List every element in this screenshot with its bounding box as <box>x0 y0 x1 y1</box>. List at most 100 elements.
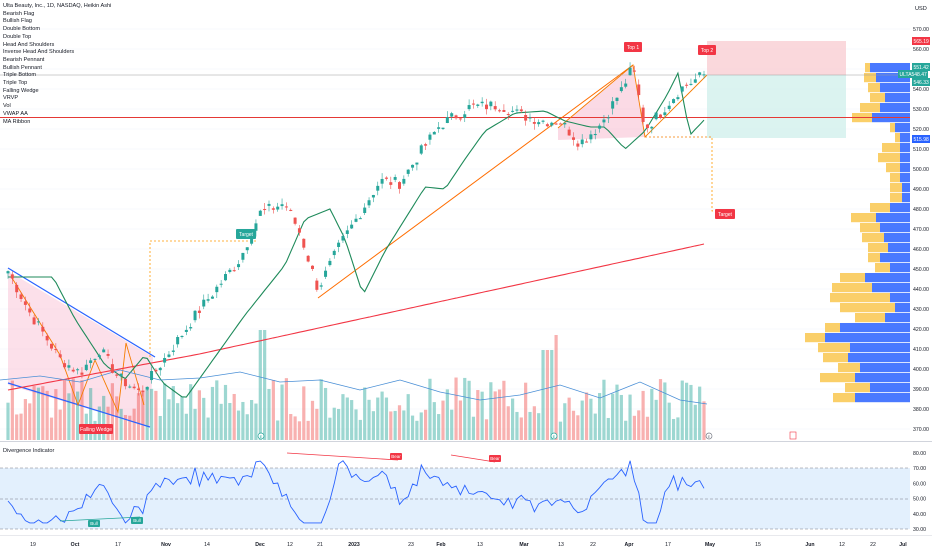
candle <box>650 126 654 129</box>
candle <box>41 326 45 332</box>
symbol-title[interactable]: Ulta Beauty, Inc., 1D, NASDAQ, Heikin As… <box>3 3 112 9</box>
pattern-label: Top 1 <box>627 45 639 51</box>
volume-bar <box>663 382 667 440</box>
candle <box>232 270 236 272</box>
candle <box>132 386 136 389</box>
double-top-zigzag <box>557 64 708 138</box>
volume-bar <box>76 391 80 440</box>
time-tick: 17 <box>115 542 121 548</box>
volume-bar <box>206 417 210 440</box>
candle <box>6 271 10 274</box>
indicator-label[interactable]: Triple Bottom <box>3 72 37 79</box>
candle <box>498 110 502 112</box>
candle <box>84 364 88 371</box>
vp-down-bar <box>890 183 902 193</box>
vp-up-bar <box>855 373 910 383</box>
volume-bar <box>180 396 184 440</box>
volume-bar <box>476 390 480 440</box>
indicator-label[interactable]: VWAP AA <box>3 110 28 117</box>
volume-bar <box>236 410 241 440</box>
indicator-label[interactable]: Bearish Pennant <box>3 56 45 63</box>
volume-bar <box>532 406 536 440</box>
indicator-label[interactable]: Triple Top <box>3 80 28 87</box>
ma-blue-line <box>0 369 708 405</box>
volume-bar <box>515 411 519 440</box>
double-top-fill <box>558 65 645 140</box>
candle <box>398 182 401 189</box>
candle <box>210 296 214 299</box>
volume-bar <box>123 414 128 440</box>
target-projection <box>149 240 258 357</box>
candle <box>676 97 680 100</box>
indicator-label[interactable]: Double Bottom <box>3 26 41 33</box>
price-tick: 470.00 <box>913 227 929 233</box>
vp-down-bar <box>875 263 890 273</box>
volume-bar <box>676 417 680 440</box>
candle <box>284 206 288 208</box>
volume-bar <box>463 377 467 440</box>
candle <box>80 372 84 375</box>
time-tick: 17 <box>665 542 671 548</box>
candle <box>328 260 332 266</box>
price-label: 515.98 <box>914 137 930 143</box>
vp-up-bar <box>876 73 910 83</box>
volume-bar <box>141 390 145 440</box>
vp-down-bar <box>830 293 890 303</box>
price-tick: 520.00 <box>913 127 929 133</box>
indicator-label[interactable]: Double Top <box>3 33 32 40</box>
candle <box>319 285 323 287</box>
vp-down-bar <box>838 363 860 373</box>
indicator-label[interactable]: Inverse Head And Shoulders <box>3 49 75 56</box>
volume-bar <box>10 380 14 440</box>
indicator-label[interactable]: Falling Wedge <box>3 87 39 94</box>
candle <box>645 124 649 129</box>
volume-bar <box>428 378 432 440</box>
vp-up-bar <box>850 343 910 353</box>
indicator-label[interactable]: Vol <box>3 103 11 110</box>
vp-up-bar <box>895 303 910 313</box>
time-axis: 19 Oct 17 Nov 14 Dec 12 21 2023 23 Feb 13 Mar 13 22 Apr… <box>30 542 907 548</box>
ma-red-line <box>7 243 705 391</box>
vp-down-bar <box>878 153 900 163</box>
volume-bar <box>702 401 706 440</box>
time-tick: Mar <box>519 542 528 548</box>
vp-up-bar <box>900 133 910 143</box>
price-label-box <box>912 135 930 143</box>
volume-bar <box>132 408 136 440</box>
volume-bar <box>215 380 219 440</box>
volume-bar <box>250 400 254 440</box>
candle <box>659 114 662 118</box>
oscillator-labels: Bull Bull Bear Bear <box>88 453 501 527</box>
candle <box>450 113 454 117</box>
candle <box>515 109 519 111</box>
indicator-label[interactable]: MA Ribbon <box>3 118 31 125</box>
vp-up-bar <box>880 253 910 263</box>
indicator-label[interactable]: Head And Shoulders <box>3 41 55 48</box>
volume-bar <box>110 383 114 440</box>
volume-bar <box>6 402 10 440</box>
candle <box>628 67 632 76</box>
price-tick: 480.00 <box>913 207 929 213</box>
vp-up-bar <box>900 153 910 163</box>
indicator-label[interactable]: Bullish Flag <box>3 18 32 25</box>
candle <box>402 178 406 184</box>
volume-bar <box>332 407 336 440</box>
candle <box>480 101 484 104</box>
indicator-label[interactable]: Bullish Pennant <box>3 64 42 71</box>
indicator-label[interactable]: VRVP <box>3 95 19 102</box>
price-axis <box>910 0 932 440</box>
vp-up-bar <box>890 203 910 213</box>
candle <box>572 137 575 140</box>
vp-down-bar <box>840 273 865 283</box>
candle <box>237 264 241 268</box>
volume-bar <box>128 415 132 440</box>
candle <box>511 110 515 112</box>
candle <box>219 283 223 285</box>
candle <box>489 101 493 107</box>
volume-bar <box>497 389 502 440</box>
pattern-label: Top 2 <box>701 48 713 54</box>
indicator-label[interactable]: Bearish Flag <box>3 10 35 17</box>
price-label: 548.47 <box>912 72 928 78</box>
price-tick: 540.00 <box>913 87 929 93</box>
